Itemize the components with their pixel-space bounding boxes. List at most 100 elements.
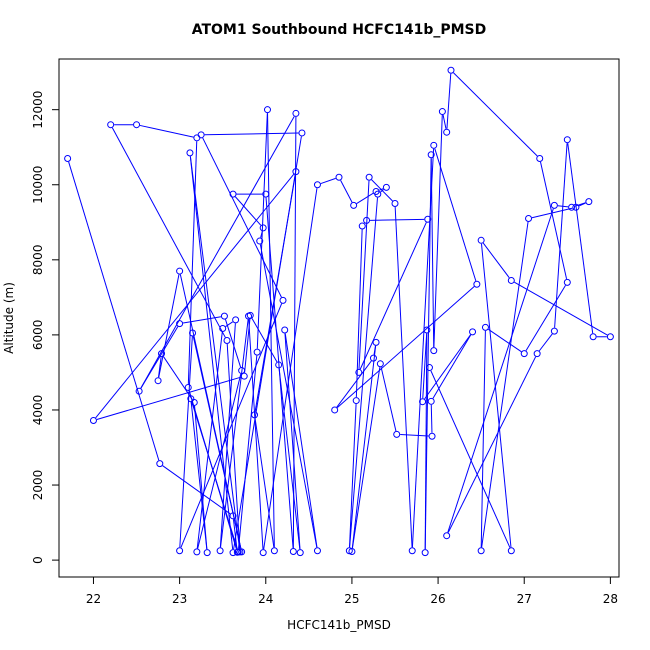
series-line-segment bbox=[96, 376, 242, 420]
series-line-segment bbox=[140, 116, 295, 389]
series-line-segment bbox=[238, 355, 258, 549]
y-tick-label: 2000 bbox=[31, 470, 45, 501]
series-line-segment bbox=[340, 180, 353, 203]
data-point bbox=[443, 532, 451, 540]
data-point bbox=[550, 327, 558, 335]
data-point bbox=[363, 216, 371, 224]
data-point bbox=[427, 397, 435, 405]
data-point bbox=[365, 173, 373, 181]
series-line-segment bbox=[251, 318, 278, 363]
series-line-segment bbox=[430, 158, 435, 348]
data-point bbox=[331, 406, 339, 414]
series-line-segment bbox=[320, 177, 336, 185]
series-line-segment bbox=[554, 143, 568, 328]
data-point bbox=[572, 203, 580, 211]
data-point bbox=[190, 398, 198, 406]
data-point bbox=[259, 549, 267, 557]
data-point bbox=[245, 312, 253, 320]
series-line-segment bbox=[432, 334, 472, 399]
series-line-segment bbox=[358, 180, 370, 369]
data-point bbox=[135, 387, 143, 395]
data-point bbox=[262, 190, 270, 198]
series-line-segment bbox=[351, 345, 377, 549]
data-point bbox=[425, 364, 433, 372]
data-point bbox=[259, 224, 267, 232]
series-line-segment bbox=[447, 208, 554, 533]
data-point bbox=[355, 368, 363, 376]
series-line-segment bbox=[355, 229, 363, 398]
series-line-segment bbox=[351, 367, 381, 549]
data-point bbox=[219, 325, 227, 333]
series-line-segment bbox=[488, 328, 522, 353]
series-line-segment bbox=[278, 368, 301, 550]
series-line-segment bbox=[196, 331, 223, 549]
series-line-segment bbox=[95, 174, 295, 419]
data-point bbox=[477, 547, 485, 555]
y-tick-label: 8000 bbox=[31, 245, 45, 276]
data-point bbox=[238, 548, 246, 556]
series-line-segment bbox=[447, 356, 537, 533]
series-line-segment bbox=[189, 156, 240, 549]
series-line-segment bbox=[400, 434, 429, 437]
series-line-segment bbox=[68, 161, 160, 461]
series-line-segment bbox=[254, 174, 296, 412]
y-tick-label: 12000 bbox=[31, 91, 45, 129]
x-tick-label: 23 bbox=[172, 592, 187, 606]
data-point bbox=[89, 416, 97, 424]
series-line-segment bbox=[430, 404, 433, 433]
series-line-segment bbox=[482, 242, 510, 278]
x-axis-label: HCFC141b_PMSD bbox=[287, 618, 391, 632]
series-line-segment bbox=[370, 218, 425, 221]
series-line-segment bbox=[424, 334, 471, 400]
data-point bbox=[256, 237, 264, 245]
series-line-segment bbox=[371, 179, 393, 202]
data-point bbox=[348, 547, 356, 555]
data-point bbox=[253, 348, 261, 356]
data-point bbox=[507, 276, 515, 284]
data-point bbox=[393, 430, 401, 438]
data-point bbox=[187, 395, 195, 403]
data-point bbox=[158, 350, 166, 358]
data-point bbox=[481, 323, 489, 331]
x-tick-label: 24 bbox=[258, 592, 273, 606]
data-point bbox=[520, 350, 528, 358]
series-line-segment bbox=[380, 367, 397, 432]
data-point bbox=[232, 316, 240, 324]
data-point bbox=[193, 548, 201, 556]
data-point bbox=[533, 350, 541, 358]
series-line-segment bbox=[424, 158, 432, 550]
series-line-segment bbox=[349, 404, 357, 548]
data-point bbox=[154, 377, 162, 385]
series-line-segment bbox=[434, 148, 477, 282]
data-point bbox=[369, 354, 377, 362]
data-point bbox=[234, 548, 242, 556]
series-line-segment bbox=[394, 206, 413, 548]
data-point bbox=[229, 190, 237, 198]
data-point bbox=[176, 320, 184, 328]
series-line-segment bbox=[189, 156, 234, 550]
series-line-segment bbox=[446, 73, 452, 129]
series-line-segment bbox=[430, 370, 511, 548]
data-point bbox=[358, 222, 366, 230]
data-point bbox=[469, 328, 477, 336]
plot-area bbox=[64, 66, 614, 557]
x-tick-label: 28 bbox=[603, 592, 618, 606]
data-point bbox=[424, 215, 432, 223]
series-line-segment bbox=[219, 323, 236, 548]
series-line-segment bbox=[336, 360, 372, 408]
series-line-segment bbox=[190, 402, 208, 550]
data-point bbox=[133, 121, 141, 129]
data-point bbox=[279, 296, 287, 304]
x-tick-label: 22 bbox=[86, 592, 101, 606]
series-line-segment bbox=[514, 281, 608, 336]
chart-title: ATOM1 Southbound HCFC141b_PMSD bbox=[192, 22, 487, 38]
series-line-segment bbox=[567, 143, 594, 334]
data-point bbox=[184, 383, 192, 391]
data-point bbox=[352, 397, 360, 405]
series-line-segment bbox=[224, 319, 242, 368]
series-line-segment bbox=[202, 137, 282, 298]
series-line-segment bbox=[162, 465, 231, 515]
series-line-segment bbox=[267, 113, 275, 548]
data-point bbox=[238, 367, 246, 375]
